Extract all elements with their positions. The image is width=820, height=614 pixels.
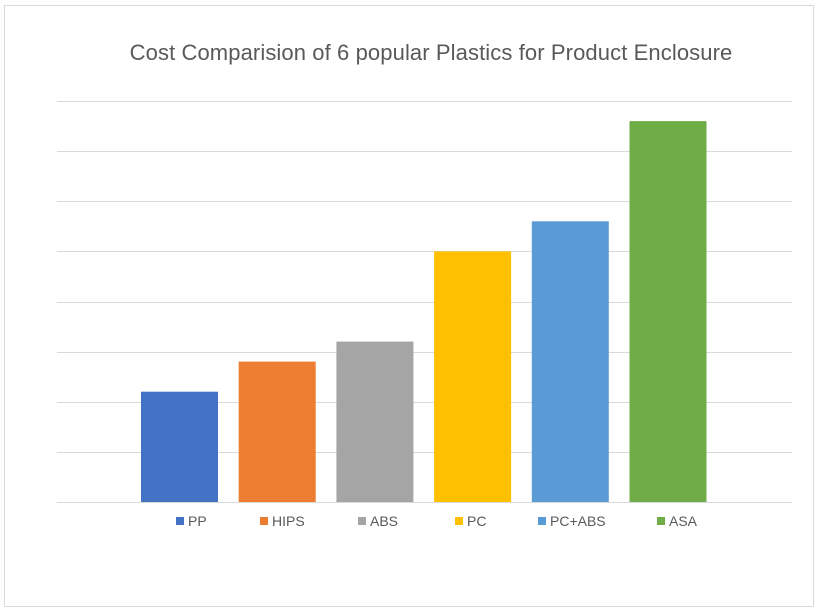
- legend-item: ASA: [657, 513, 697, 529]
- legend-item: PC: [455, 513, 486, 529]
- bars: [141, 121, 707, 503]
- bar-asa: [629, 121, 707, 502]
- legend-label: HIPS: [272, 513, 305, 529]
- legend-label: ABS: [370, 513, 399, 529]
- legend-label: PP: [188, 513, 207, 529]
- legend-swatch: [455, 517, 463, 525]
- legend-item: HIPS: [260, 513, 305, 529]
- legend-item: PP: [176, 513, 207, 529]
- legend-item: ABS: [358, 513, 398, 529]
- bar-pc: [434, 251, 512, 502]
- bar-hips: [238, 361, 316, 502]
- legend-swatch: [657, 517, 665, 525]
- legend-swatch: [358, 517, 366, 525]
- chart-legend: PP HIPS ABS PC PC+ABS ASA: [0, 513, 820, 533]
- bar-pp: [141, 391, 218, 502]
- legend-label: PC: [467, 513, 487, 529]
- legend-swatch: [176, 517, 184, 525]
- bar-abs: [336, 341, 414, 502]
- legend-swatch: [260, 517, 268, 525]
- legend-swatch: [538, 517, 546, 525]
- legend-label: PC+ABS: [550, 513, 606, 529]
- bar-pc-abs: [531, 221, 609, 503]
- legend-item: PC+ABS: [538, 513, 606, 529]
- legend-label: ASA: [669, 513, 698, 529]
- chart-title: Cost Comparision of 6 popular Plastics f…: [129, 40, 733, 65]
